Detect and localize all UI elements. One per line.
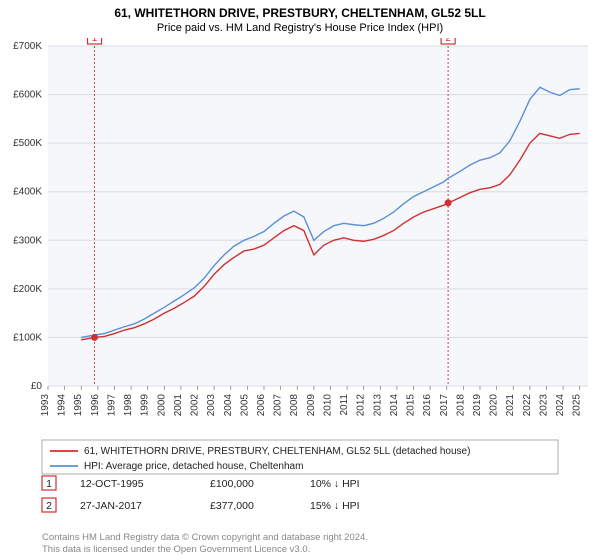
x-tick-label: 2003 (206, 394, 217, 417)
x-tick-label: 2010 (322, 394, 333, 417)
y-tick-label: £400K (13, 187, 42, 198)
x-tick-label: 2009 (306, 394, 317, 417)
x-tick-label: 2020 (489, 394, 500, 417)
x-tick-label: 2021 (505, 394, 516, 417)
y-tick-label: £600K (13, 90, 42, 101)
footer-line-1: Contains HM Land Registry data © Crown c… (42, 532, 368, 543)
x-tick-label: 2007 (273, 394, 284, 417)
x-tick-label: 2004 (223, 394, 234, 417)
sale-marker-dot (91, 334, 98, 341)
sale-date: 27-JAN-2017 (80, 500, 142, 512)
sale-marker-dot (445, 199, 452, 206)
x-tick-label: 2002 (190, 394, 201, 417)
y-tick-label: £0 (31, 381, 43, 392)
x-tick-label: 2011 (339, 394, 350, 416)
sale-row-number: 1 (46, 478, 52, 490)
legend-and-sales: 61, WHITETHORN DRIVE, PRESTBURY, CHELTEN… (0, 438, 600, 538)
x-tick-label: 2015 (406, 394, 417, 417)
y-tick-label: £200K (13, 284, 42, 295)
x-tick-label: 2014 (389, 394, 400, 417)
chart-subtitle: Price paid vs. HM Land Registry's House … (0, 20, 600, 38)
x-tick-label: 2013 (372, 394, 383, 417)
sale-delta: 10% ↓ HPI (310, 478, 360, 490)
x-tick-label: 1996 (90, 394, 101, 417)
x-tick-label: 2008 (289, 394, 300, 417)
sale-price: £377,000 (210, 500, 254, 512)
legend-label: HPI: Average price, detached house, Chel… (84, 461, 303, 472)
x-tick-label: 2023 (538, 394, 549, 417)
footer-attribution: Contains HM Land Registry data © Crown c… (42, 532, 368, 556)
y-tick-label: £500K (13, 138, 42, 149)
x-tick-label: 2018 (455, 394, 466, 417)
x-tick-label: 1997 (106, 394, 117, 417)
sale-price: £100,000 (210, 478, 254, 490)
legend: 61, WHITETHORN DRIVE, PRESTBURY, CHELTEN… (42, 440, 558, 474)
x-tick-label: 2025 (572, 394, 583, 417)
x-tick-label: 2006 (256, 394, 267, 417)
sale-date: 12-OCT-1995 (80, 478, 144, 490)
sale-marker-number: 2 (445, 38, 451, 44)
x-tick-label: 2016 (422, 394, 433, 417)
x-tick-label: 2012 (356, 394, 367, 417)
sale-row-number: 2 (46, 500, 52, 512)
x-tick-label: 1999 (140, 394, 151, 417)
y-tick-label: £300K (13, 235, 42, 246)
x-tick-label: 2000 (156, 394, 167, 417)
x-tick-label: 2024 (555, 394, 566, 417)
x-tick-label: 1995 (73, 394, 84, 417)
sale-delta: 15% ↓ HPI (310, 500, 360, 512)
footer-line-2: This data is licensed under the Open Gov… (42, 544, 310, 555)
y-tick-label: £100K (13, 332, 42, 343)
sales-table: 1 12-OCT-1995 £100,000 10% ↓ HPI 2 27-JAN-201… (42, 476, 360, 512)
x-tick-label: 2017 (439, 394, 450, 417)
chart-title: 61, WHITETHORN DRIVE, PRESTBURY, CHELTEN… (0, 0, 600, 20)
x-tick-label: 2001 (173, 394, 184, 417)
x-axis: 1993 1994 1995 1996 1997 1998 1999 2000 2001 2002… (40, 386, 583, 416)
y-tick-label: £700K (13, 41, 42, 52)
x-tick-label: 2005 (239, 394, 250, 417)
plot-area (48, 46, 588, 386)
sale-marker-number: 1 (92, 38, 98, 44)
x-tick-label: 1994 (57, 394, 68, 417)
y-axis: £0 £100K £200K £300K £400K £500K £600K £700K (13, 41, 42, 392)
x-tick-label: 1998 (123, 394, 134, 417)
legend-label: 61, WHITETHORN DRIVE, PRESTBURY, CHELTEN… (84, 446, 470, 457)
price-chart: £0 £100K £200K £300K £400K £500K £600K £700K 199… (0, 38, 600, 438)
x-tick-label: 2019 (472, 394, 483, 417)
x-tick-label: 1993 (40, 394, 51, 417)
x-tick-label: 2022 (522, 394, 533, 417)
